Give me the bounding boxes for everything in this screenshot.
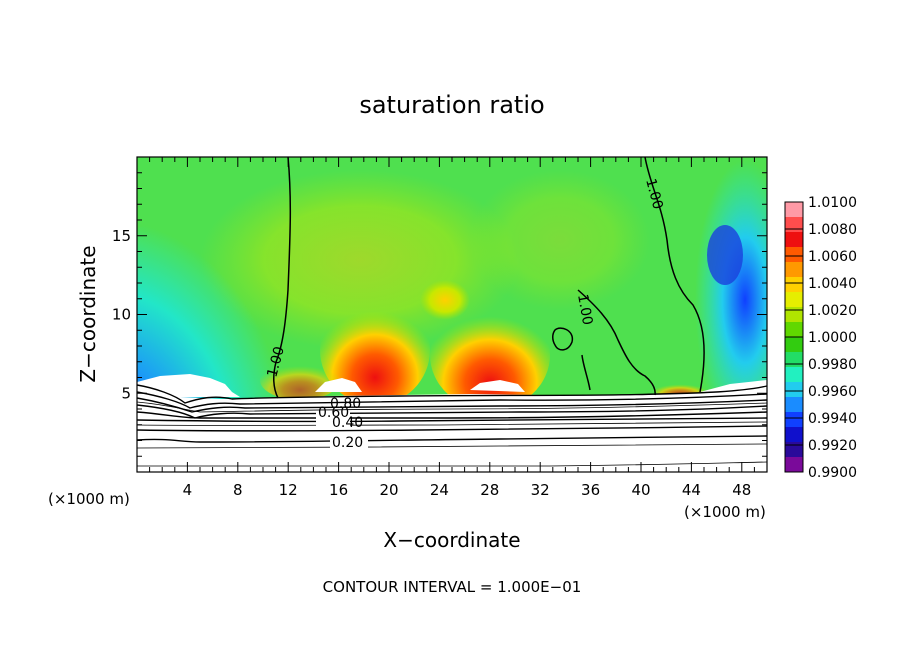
terrain-contours <box>136 384 768 443</box>
colorbar-swatch <box>785 457 803 473</box>
x-tick-label: 44 <box>682 481 701 499</box>
x-tick-label: 4 <box>183 481 193 499</box>
colorbar-swatch <box>785 397 803 413</box>
contour-1.00-left <box>273 156 292 399</box>
colorbar-swatch <box>785 367 803 383</box>
colorbar-label: 1.0060 <box>808 249 857 265</box>
colorbar-swatch <box>785 427 803 443</box>
colorbar-label: 0.9920 <box>808 438 857 454</box>
heatmap-field <box>137 157 767 472</box>
x-axis-label: X−coordinate <box>383 528 520 552</box>
colorbar-swatch <box>785 292 803 308</box>
colorbar-swatch <box>785 247 803 263</box>
y-tick-label: 10 <box>112 306 131 324</box>
x-tick-label: 16 <box>329 481 348 499</box>
chart-title: saturation ratio <box>359 91 544 119</box>
contour-label-0.80: 0.80 <box>330 396 361 412</box>
colorbar-swatch <box>785 262 803 278</box>
colorbar-swatch <box>785 442 803 458</box>
y-axis-ticks: 5 10 15 <box>112 156 767 473</box>
colorbar-swatch <box>785 307 803 323</box>
colorbar-swatch <box>785 382 803 398</box>
contour-1.00-mid <box>577 289 656 396</box>
colorbar-swatch <box>785 202 803 218</box>
contour-lines <box>273 156 705 399</box>
colorbar-label: 0.9960 <box>808 384 857 400</box>
colorbar-swatch <box>785 352 803 368</box>
x-tick-label: 40 <box>631 481 650 499</box>
x-unit-right: (×1000 m) <box>684 503 766 521</box>
colorbar-label: 1.0100 <box>808 195 857 211</box>
colorbar-swatch <box>785 412 803 428</box>
colorbar: 1.0100 1.0080 1.0060 1.0040 1.0020 1.0000 0.99… <box>784 195 857 481</box>
contour-label-1.00-mid: 1.00 <box>574 293 595 326</box>
colorbar-label: 1.0000 <box>808 330 857 346</box>
x-tick-label: 28 <box>480 481 499 499</box>
colorbar-swatch <box>785 232 803 248</box>
colorbar-label: 0.9980 <box>808 357 857 373</box>
y-tick-label: 5 <box>121 384 131 402</box>
contour-label-0.40: 0.40 <box>332 415 363 431</box>
contour-label-1.00-right: 1.00 <box>642 177 666 211</box>
contour-1.00-loop <box>552 327 574 351</box>
colorbar-swatch <box>785 322 803 338</box>
y-axis-label: Z−coordinate <box>76 245 100 382</box>
x-tick-label: 24 <box>430 481 449 499</box>
contour-1.00-lower <box>581 354 591 391</box>
x-axis-ticks: 4 8 12 16 20 24 28 32 36 40 44 48 <box>136 157 768 499</box>
colorbar-swatch <box>785 277 803 293</box>
colorbar-label: 1.0040 <box>808 276 857 292</box>
colorbar-label: 0.9940 <box>808 411 857 427</box>
contour-label-1.00-left: 1.00 <box>264 345 288 379</box>
contour-label-0.60: 0.60 <box>318 405 349 421</box>
x-tick-label: 12 <box>279 481 298 499</box>
contour-label-0.20: 0.20 <box>332 435 363 451</box>
colorbar-swatch <box>785 337 803 353</box>
x-tick-label: 20 <box>379 481 398 499</box>
colorbar-label: 1.0020 <box>808 303 857 319</box>
y-tick-label: 15 <box>112 227 131 245</box>
contour-interval-note: CONTOUR INTERVAL = 1.000E−01 <box>323 578 582 596</box>
x-tick-label: 48 <box>732 481 751 499</box>
x-tick-label: 8 <box>233 481 243 499</box>
x-tick-label: 32 <box>531 481 550 499</box>
x-tick-label: 36 <box>581 481 600 499</box>
colorbar-swatch <box>785 217 803 233</box>
x-unit-left: (×1000 m) <box>48 490 130 508</box>
thin-contours <box>136 401 768 467</box>
contour-1.00-right <box>644 156 705 393</box>
colorbar-label: 1.0080 <box>808 222 857 238</box>
colorbar-label: 0.9900 <box>808 465 857 481</box>
